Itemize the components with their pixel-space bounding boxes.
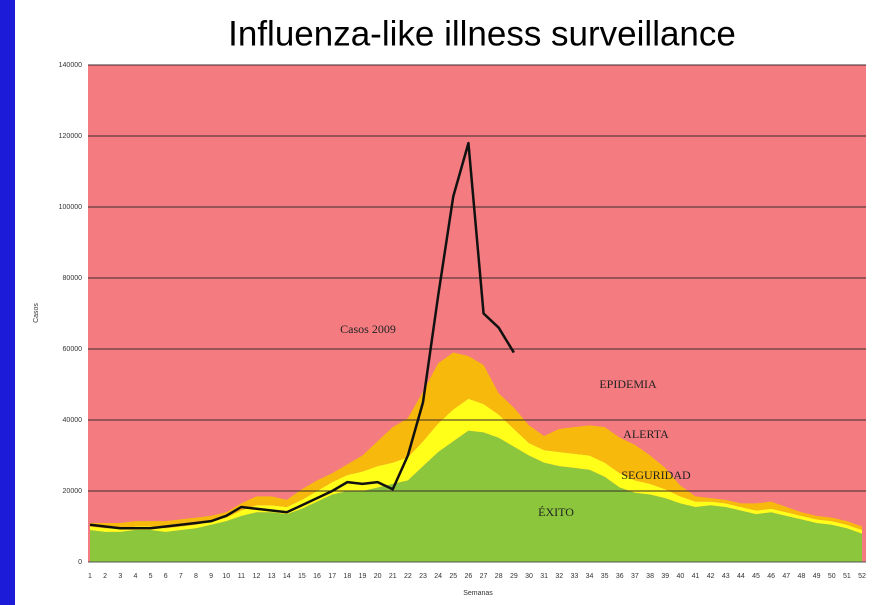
x-tick-label: 22 [404, 573, 412, 580]
x-tick-label: 44 [737, 573, 745, 580]
y-tick-label: 20000 [63, 488, 83, 495]
x-tick-label: 35 [601, 573, 609, 580]
x-tick-label: 15 [298, 573, 306, 580]
series-label: ALERTA [623, 427, 669, 441]
x-tick-label: 40 [676, 573, 684, 580]
x-tick-label: 18 [343, 573, 351, 580]
x-tick-label: 6 [164, 573, 168, 580]
x-tick-label: 20 [374, 573, 382, 580]
x-tick-label: 38 [646, 573, 654, 580]
x-tick-label: 36 [616, 573, 624, 580]
x-tick-label: 28 [495, 573, 503, 580]
series-label: SEGURIDAD [621, 468, 691, 482]
line [89, 141, 515, 530]
y-tick-label: 140000 [59, 62, 82, 69]
x-tick-label: 37 [631, 573, 639, 580]
x-tick-label: 25 [449, 573, 457, 580]
x-tick-label: 14 [283, 573, 291, 580]
stacked-area [90, 430, 862, 562]
x-tick-label: 21 [389, 573, 397, 580]
x-axis-label: Semanas [463, 590, 493, 597]
x-tick-label: 29 [510, 573, 518, 580]
x-tick-label: 9 [209, 573, 213, 580]
x-tick-label: 17 [328, 573, 336, 580]
chart-title: Influenza-like illness surveillance [228, 14, 736, 53]
x-tick-label: 27 [480, 573, 488, 580]
y-tick-label: 40000 [63, 417, 83, 424]
x-tick-label: 12 [253, 573, 261, 580]
x-tick-label: 42 [707, 573, 715, 580]
x-tick-label: 19 [359, 573, 367, 580]
x-tick-label: 2 [103, 573, 107, 580]
region-label: EPIDEMIA [599, 377, 657, 391]
x-tick-label: 7 [179, 573, 183, 580]
x-tick-label: 13 [268, 573, 276, 580]
y-tick-label: 0 [78, 559, 82, 566]
x-tick-label: 34 [586, 573, 594, 580]
x-tick-label: 46 [767, 573, 775, 580]
x-tick-label: 49 [813, 573, 821, 580]
x-tick-label: 51 [843, 573, 851, 580]
x-tick-label: 24 [434, 573, 442, 580]
x-tick-label: 45 [752, 573, 760, 580]
x-tick-label: 26 [465, 573, 473, 580]
series-label: ÉXITO [538, 505, 574, 519]
y-tick-label: 100000 [59, 204, 82, 211]
x-tick-label: 50 [828, 573, 836, 580]
x-tick-label: 8 [194, 573, 198, 580]
stacked-area [90, 352, 862, 531]
x-tick-label: 32 [555, 573, 563, 580]
x-tick-label: 33 [570, 573, 578, 580]
y-tick-label: 60000 [63, 346, 83, 353]
x-tick-label: 43 [722, 573, 730, 580]
x-tick-label: 47 [782, 573, 790, 580]
x-tick-label: 4 [133, 573, 137, 580]
x-tick-label: 1 [88, 573, 92, 580]
x-tick-label: 31 [540, 573, 548, 580]
x-tick-label: 30 [525, 573, 533, 580]
x-tick-label: 39 [661, 573, 669, 580]
x-tick-label: 41 [692, 573, 700, 580]
y-axis-label: Casos [33, 303, 40, 323]
side-bar [0, 0, 15, 605]
x-tick-label: 3 [118, 573, 122, 580]
x-tick-label: 23 [419, 573, 427, 580]
y-tick-label: 80000 [63, 275, 83, 282]
x-tick-label: 16 [313, 573, 321, 580]
x-tick-label: 52 [858, 573, 866, 580]
stacked-area [90, 398, 862, 534]
x-tick-label: 11 [238, 573, 245, 580]
y-tick-label: 120000 [59, 133, 82, 140]
x-tick-label: 48 [798, 573, 806, 580]
x-tick-label: 10 [222, 573, 230, 580]
series-label: Casos 2009 [340, 322, 396, 336]
x-tick-label: 5 [149, 573, 153, 580]
